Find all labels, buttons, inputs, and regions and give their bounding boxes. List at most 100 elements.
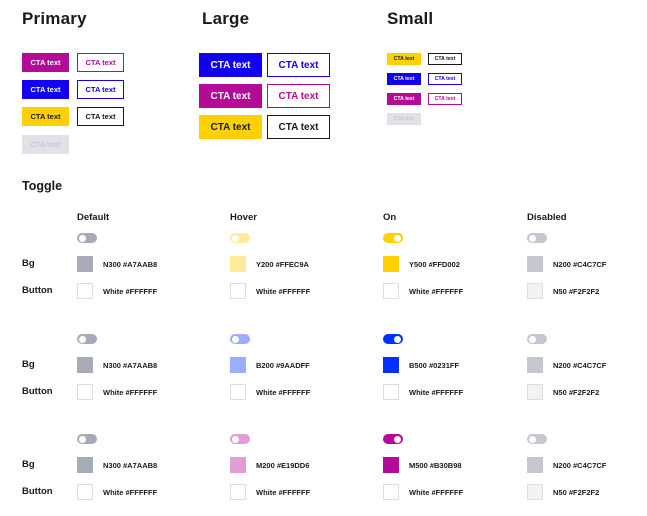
toggle-knob <box>394 335 401 343</box>
primary-magenta-filled-button[interactable]: CTA text <box>22 53 69 72</box>
bg-color-label: B500 #0231FF <box>409 361 460 370</box>
toggle-switch-hover[interactable] <box>230 434 250 444</box>
button-color-label: White #FFFFFF <box>256 488 311 497</box>
bg-color-swatch <box>383 256 399 272</box>
button-color-label: White #FFFFFF <box>409 287 464 296</box>
bg-color-swatch <box>230 256 246 272</box>
primary-blue-outlined-button[interactable]: CTA text <box>77 80 124 99</box>
bg-color-label: N200 #C4C7CF <box>553 260 607 269</box>
bg-color-swatch <box>383 457 399 473</box>
bg-color-label: N300 #A7AAB8 <box>103 461 158 470</box>
button-color-label: White #FFFFFF <box>409 388 464 397</box>
bg-color-swatch <box>77 457 93 473</box>
toggle-switch-on[interactable] <box>383 334 403 344</box>
toggle-knob <box>529 335 536 343</box>
small-disabled-button: CTA text <box>387 113 421 125</box>
button-color-label: White #FFFFFF <box>103 388 158 397</box>
toggle-knob <box>529 435 536 443</box>
bg-color-label: N200 #C4C7CF <box>553 461 607 470</box>
bg-color-label: M200 #E19DD6 <box>256 461 310 470</box>
button-color-label: White #FFFFFF <box>103 287 158 296</box>
row-label-button: Button <box>22 285 53 296</box>
button-color-label: N50 #F2F2F2 <box>553 287 600 296</box>
large-heading: Large <box>202 9 250 28</box>
primary-blue-filled-button[interactable]: CTA text <box>22 80 69 99</box>
small-blue-outlined-button[interactable]: CTA text <box>428 73 462 85</box>
bg-color-swatch <box>230 457 246 473</box>
button-color-label: White #FFFFFF <box>256 388 311 397</box>
button-color-swatch <box>77 484 93 500</box>
bg-color-label: Y200 #FFEC9A <box>256 260 309 269</box>
bg-color-swatch <box>527 357 543 373</box>
bg-color-label: Y500 #FFD002 <box>409 260 460 269</box>
button-color-swatch <box>383 283 399 299</box>
large-blue-outlined-button[interactable]: CTA text <box>267 53 330 77</box>
toggle-knob <box>79 435 86 443</box>
button-color-label: N50 #F2F2F2 <box>553 388 600 397</box>
row-label-bg: Bg <box>22 258 35 269</box>
button-color-swatch <box>527 283 543 299</box>
row-label-button: Button <box>22 486 53 497</box>
toggle-switch-default[interactable] <box>77 334 97 344</box>
button-color-swatch <box>230 484 246 500</box>
toggle-knob <box>79 335 86 343</box>
column-disabled: Disabled <box>527 212 567 223</box>
bg-color-swatch <box>527 457 543 473</box>
small-magenta-filled-button[interactable]: CTA text <box>387 93 421 105</box>
small-heading: Small <box>387 9 434 28</box>
bg-color-swatch <box>383 357 399 373</box>
primary-heading: Primary <box>22 9 87 28</box>
button-color-swatch <box>527 384 543 400</box>
toggle-knob <box>394 234 401 242</box>
bg-color-label: N300 #A7AAB8 <box>103 361 158 370</box>
toggle-knob <box>232 435 239 443</box>
small-magenta-outlined-button[interactable]: CTA text <box>428 93 462 105</box>
bg-color-label: N200 #C4C7CF <box>553 361 607 370</box>
bg-color-label: B200 #9AADFF <box>256 361 310 370</box>
button-color-swatch <box>527 484 543 500</box>
button-color-label: N50 #F2F2F2 <box>553 488 600 497</box>
column-hover: Hover <box>230 212 257 223</box>
row-label-button: Button <box>22 386 53 397</box>
small-dark-outlined-button[interactable]: CTA text <box>428 53 462 65</box>
column-on: On <box>383 212 397 223</box>
toggle-switch-on[interactable] <box>383 434 403 444</box>
toggle-knob <box>232 234 239 242</box>
button-color-swatch <box>230 384 246 400</box>
toggle-knob <box>394 435 401 443</box>
button-color-label: White #FFFFFF <box>103 488 158 497</box>
toggle-switch-default[interactable] <box>77 434 97 444</box>
bg-color-swatch <box>527 256 543 272</box>
button-color-swatch <box>77 283 93 299</box>
large-blue-filled-button[interactable]: CTA text <box>199 53 262 77</box>
toggle-knob <box>232 335 239 343</box>
row-label-bg: Bg <box>22 359 35 370</box>
button-color-swatch <box>383 384 399 400</box>
toggle-switch-hover[interactable] <box>230 233 250 243</box>
button-color-label: White #FFFFFF <box>409 488 464 497</box>
large-magenta-filled-button[interactable]: CTA text <box>199 84 262 108</box>
primary-disabled-button: CTA text <box>22 135 69 154</box>
button-color-label: White #FFFFFF <box>256 287 311 296</box>
button-color-swatch <box>230 283 246 299</box>
small-yellow-filled-button[interactable]: CTA text <box>387 53 421 65</box>
column-default: Default <box>77 212 110 223</box>
toggle-knob <box>79 234 86 242</box>
toggle-switch-on[interactable] <box>383 233 403 243</box>
large-magenta-outlined-button[interactable]: CTA text <box>267 84 330 108</box>
button-color-swatch <box>77 384 93 400</box>
toggle-switch-disabled <box>527 334 547 344</box>
small-blue-filled-button[interactable]: CTA text <box>387 73 421 85</box>
primary-yellow-filled-button[interactable]: CTA text <box>22 107 69 126</box>
bg-color-swatch <box>230 357 246 373</box>
large-dark-outlined-button[interactable]: CTA text <box>267 115 330 139</box>
primary-dark-outlined-button[interactable]: CTA text <box>77 107 124 126</box>
bg-color-swatch <box>77 256 93 272</box>
row-label-bg: Bg <box>22 459 35 470</box>
toggle-heading: Toggle <box>22 179 63 193</box>
toggle-switch-disabled <box>527 233 547 243</box>
toggle-switch-hover[interactable] <box>230 334 250 344</box>
primary-magenta-outlined-button[interactable]: CTA text <box>77 53 124 72</box>
toggle-switch-default[interactable] <box>77 233 97 243</box>
large-yellow-filled-button[interactable]: CTA text <box>199 115 262 139</box>
